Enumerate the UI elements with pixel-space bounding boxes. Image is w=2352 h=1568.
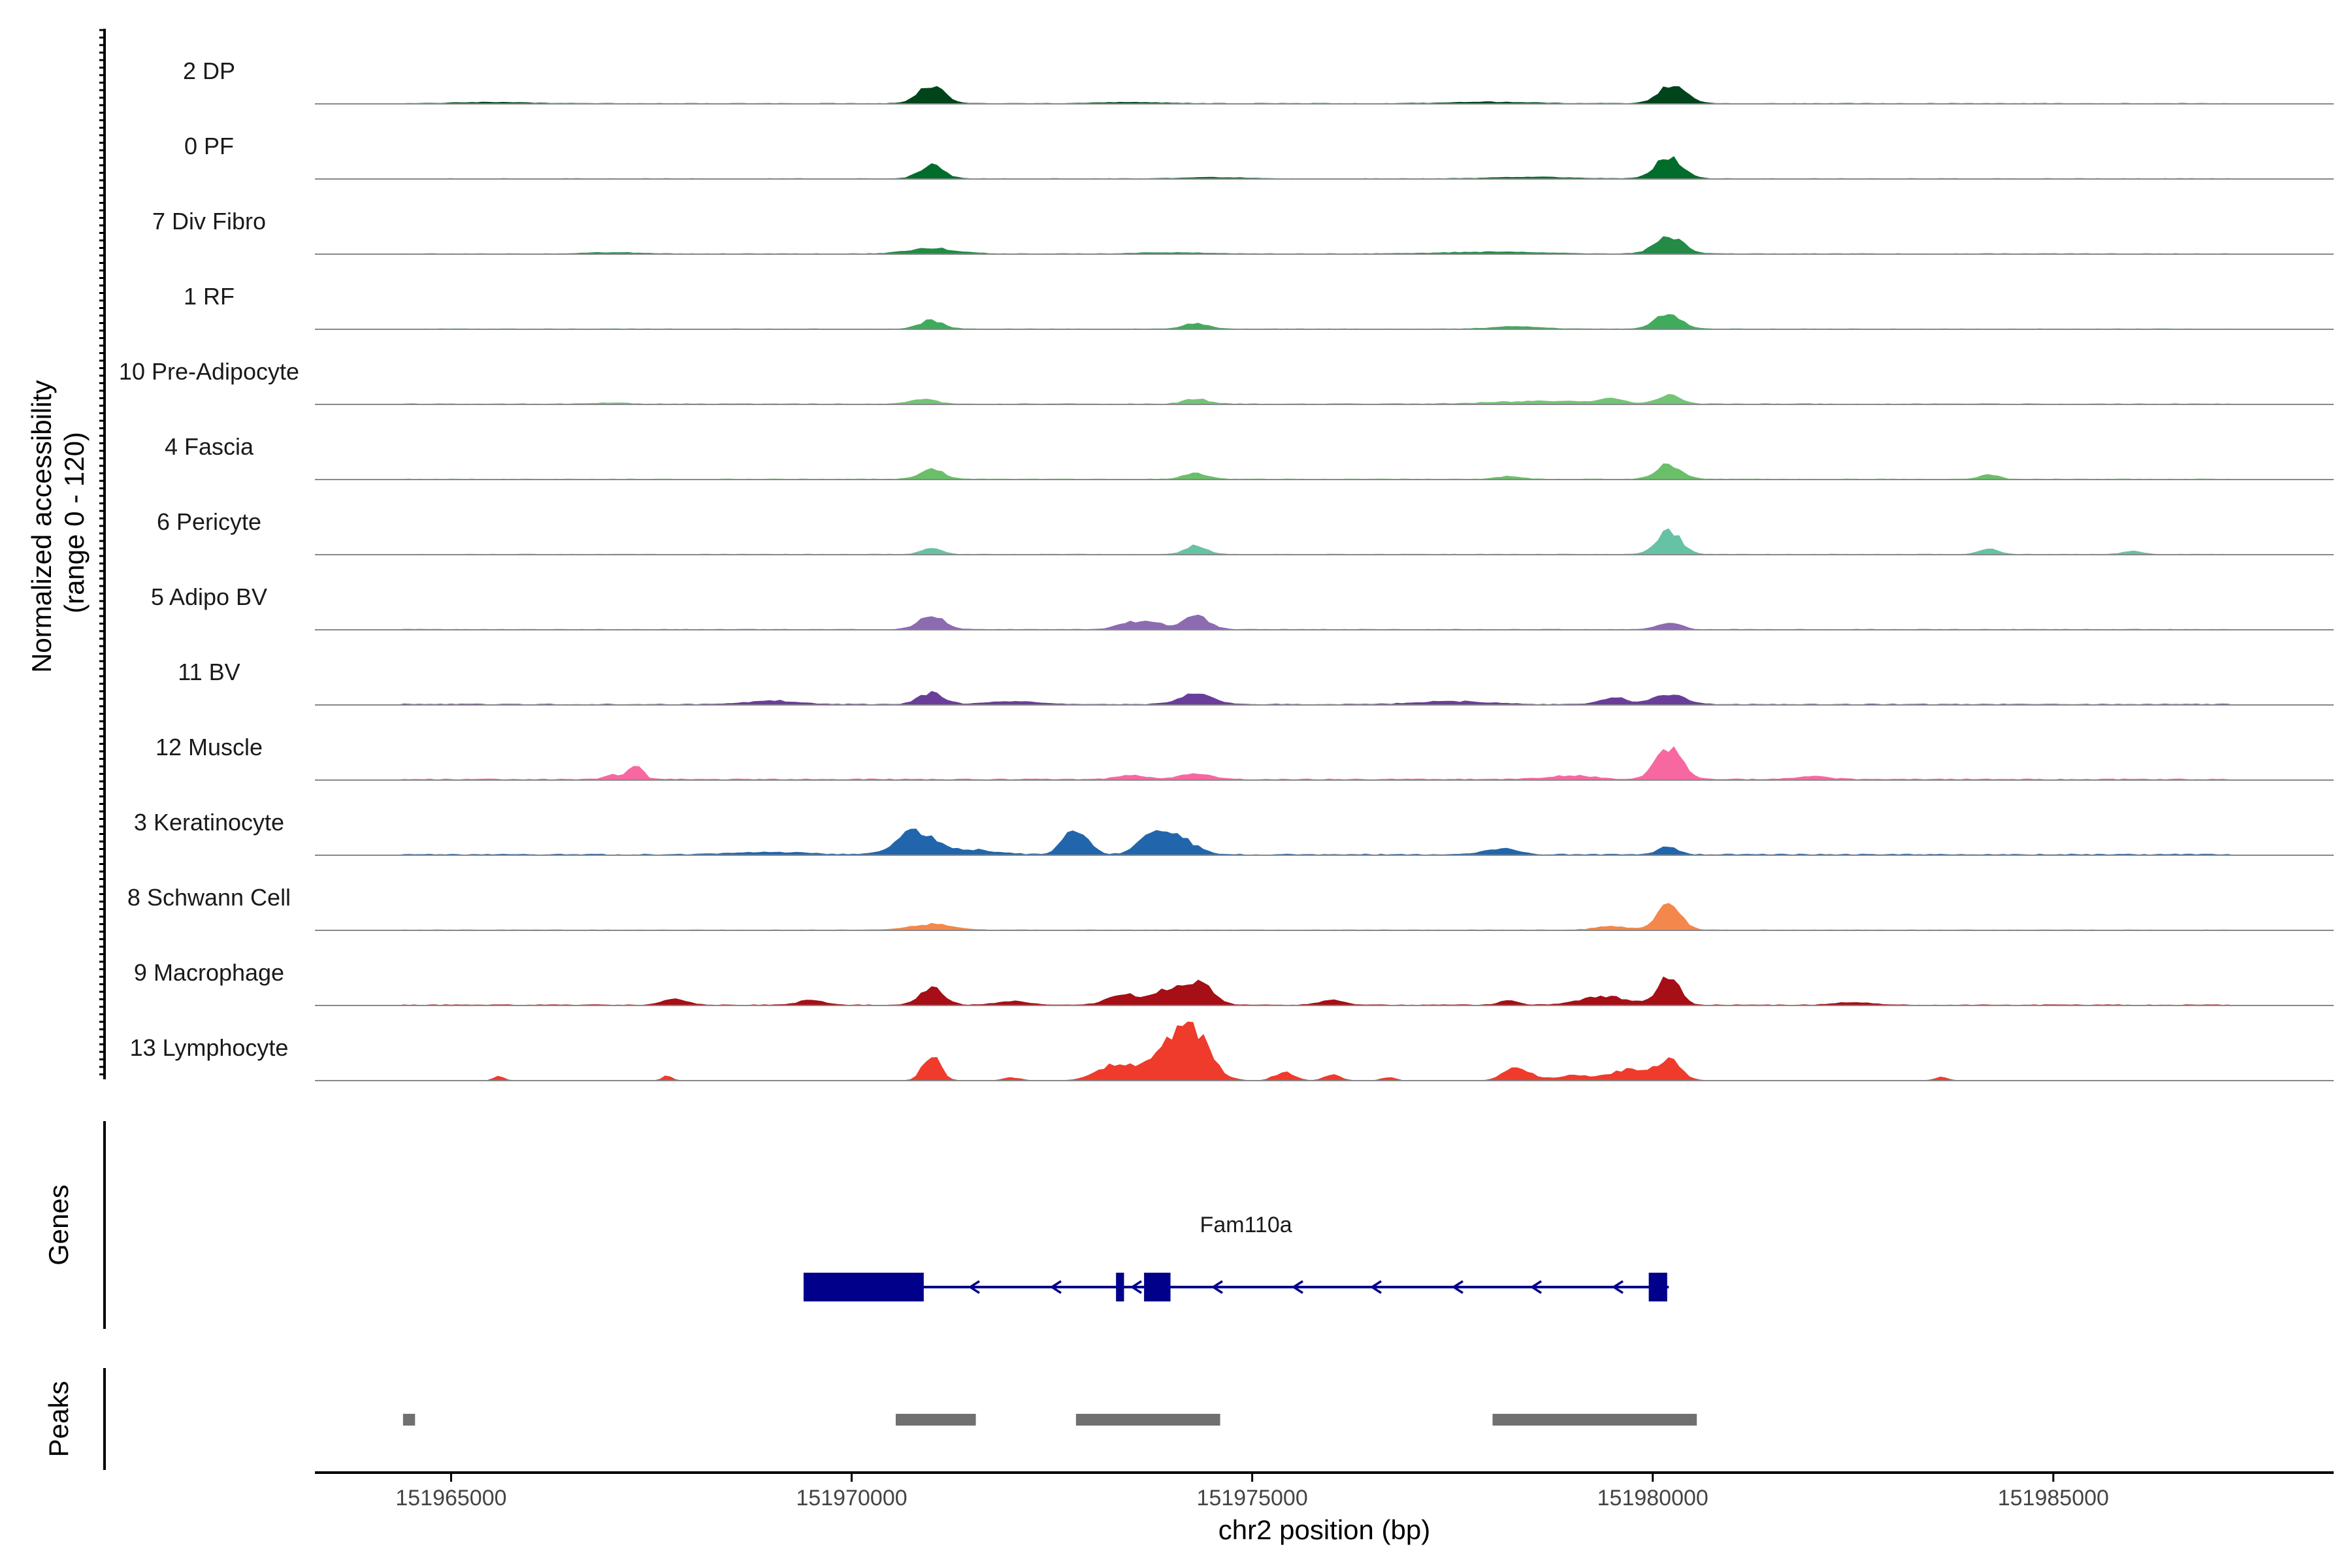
coverage-area: [315, 236, 2334, 255]
coverage-track: 11 BV: [178, 659, 2334, 706]
strand-arrow: [1611, 1280, 1624, 1294]
track-label: 9 Macrophage: [134, 959, 284, 986]
track-label: 4 Fascia: [165, 433, 254, 460]
genes-panel: Genes Fam110a: [43, 1121, 1669, 1329]
genes-panel-label: Genes: [43, 1184, 74, 1266]
coverage-area: [315, 463, 2334, 480]
gene-exon: [1116, 1273, 1124, 1301]
track-label: 8 Schwann Cell: [127, 884, 291, 911]
x-tick-label: 151985000: [1998, 1486, 2109, 1511]
coverage-area: [315, 155, 2334, 180]
coverage-area: [315, 393, 2334, 405]
track-label: 13 Lymphocyte: [130, 1034, 289, 1061]
track-label: 6 Pericyte: [157, 508, 261, 535]
coverage-area: [315, 691, 2334, 706]
strand-arrow: [1529, 1280, 1542, 1294]
coverage-area: [315, 746, 2334, 781]
track-label: 7 Div Fibro: [152, 208, 266, 235]
strand-arrow: [968, 1280, 980, 1294]
strand-arrow: [1130, 1280, 1142, 1294]
y-axis-title-line-2: (range 0 - 120): [59, 432, 90, 613]
coverage-tracks: 2 DP 0 PF 7 Div Fibro 1 RF 10 Pre-Adipocyte 4…: [119, 57, 2334, 1081]
track-label: 12 Muscle: [155, 734, 263, 760]
gene-exon: [1144, 1273, 1171, 1301]
y-axis-title: Normalized accessibility (range 0 - 120): [26, 372, 90, 673]
coverage-track: 13 Lymphocyte: [130, 1021, 2334, 1081]
coverage-track: 12 Muscle: [155, 734, 2334, 781]
coverage-area: [315, 528, 2334, 555]
x-tick-label: 151975000: [1197, 1486, 1308, 1511]
coverage-track: 7 Div Fibro: [152, 208, 2334, 255]
track-label: 5 Adipo BV: [151, 583, 267, 610]
peak-region: [1492, 1414, 1697, 1426]
gene-model: Fam110a: [803, 1213, 1669, 1301]
track-label: 1 RF: [184, 283, 235, 310]
track-label: 11 BV: [178, 659, 240, 685]
peak-regions: [402, 1414, 1697, 1426]
coverage-track: 1 RF: [184, 283, 2334, 330]
coverage-track: 4 Fascia: [165, 433, 2334, 480]
strand-arrow: [1451, 1280, 1463, 1294]
gene-label: Fam110a: [1200, 1213, 1292, 1237]
track-label: 3 Keratinocyte: [134, 809, 284, 836]
coverage-area: [315, 903, 2334, 931]
coverage-track: 0 PF: [184, 133, 2334, 180]
x-axis-title: chr2 position (bp): [1218, 1514, 1431, 1545]
coverage-area: [315, 614, 2334, 630]
coverage-track: 3 Keratinocyte: [134, 809, 2334, 856]
x-tick-label: 151965000: [395, 1486, 506, 1511]
coverage-track: 2 DP: [183, 57, 2334, 105]
y-axis-minor-ticks: [99, 29, 105, 1075]
strand-arrow: [1369, 1280, 1382, 1294]
gene-models: Fam110a: [803, 1213, 1669, 1301]
coverage-area: [315, 86, 2334, 105]
peak-region: [895, 1414, 976, 1426]
x-axis-ticks: 151965000 151970000 151975000 151980000 1519…: [395, 1473, 2109, 1511]
track-label: 0 PF: [184, 133, 234, 159]
coverage-area: [315, 314, 2334, 330]
strand-arrow: [1291, 1280, 1303, 1294]
x-tick-label: 151970000: [796, 1486, 907, 1511]
coverage-track: 10 Pre-Adipocyte: [119, 358, 2334, 405]
coverage-track: 9 Macrophage: [134, 959, 2334, 1006]
gene-exon: [803, 1273, 924, 1301]
peaks-panel: Peaks: [43, 1368, 1697, 1470]
coverage-track: 5 Adipo BV: [151, 583, 2334, 630]
peaks-panel-label: Peaks: [43, 1381, 74, 1458]
track-label: 2 DP: [183, 57, 235, 84]
y-axis-title-line-1: Normalized accessibility: [26, 380, 57, 673]
track-label: 10 Pre-Adipocyte: [119, 358, 299, 385]
strand-arrow: [1049, 1280, 1062, 1294]
gene-exon: [1648, 1273, 1667, 1301]
coverage-area: [315, 1021, 2334, 1081]
coverage-area: [315, 976, 2334, 1006]
coverage-track: 8 Schwann Cell: [127, 884, 2334, 931]
peak-region: [402, 1414, 416, 1426]
coverage-area: [315, 828, 2334, 856]
strand-arrow: [1211, 1280, 1223, 1294]
coverage-track: 6 Pericyte: [157, 508, 2334, 555]
peak-region: [1075, 1414, 1220, 1426]
x-axis: 151965000 151970000 151975000 151980000 1519…: [315, 1471, 2334, 1545]
x-tick-label: 151980000: [1597, 1486, 1708, 1511]
y-axis: Normalized accessibility (range 0 - 120): [26, 29, 106, 1079]
